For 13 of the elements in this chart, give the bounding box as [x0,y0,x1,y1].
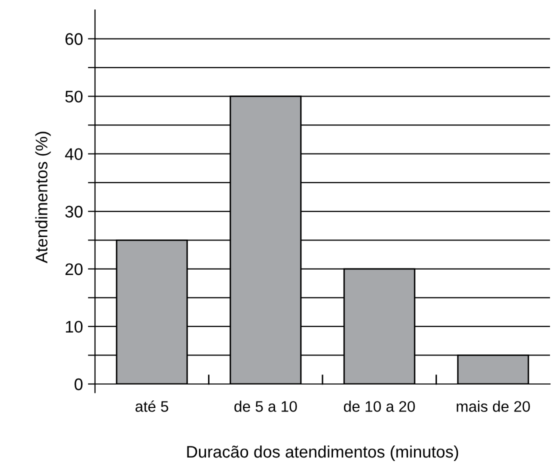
y-tick-label: 30 [65,206,83,218]
y-tick-label: 20 [65,263,83,276]
x-tick-label: mais de 20 [456,400,530,412]
y-tick-label: 60 [66,33,83,45]
y-tick-label: 40 [65,148,83,160]
x-axis-title: Duracão dos atendimentos (minutos) [187,445,458,461]
y-tick-label: 0 [74,378,83,390]
x-tick-label: até 5 [136,400,168,412]
x-tick-label: de 10 a 20 [344,400,415,412]
y-tick-label: 10 [66,320,83,333]
y-axis-title: Atendimentos (%) [35,132,51,264]
y-tick-label: 50 [65,90,83,103]
x-tick-label: de 5 a 10 [234,400,297,412]
